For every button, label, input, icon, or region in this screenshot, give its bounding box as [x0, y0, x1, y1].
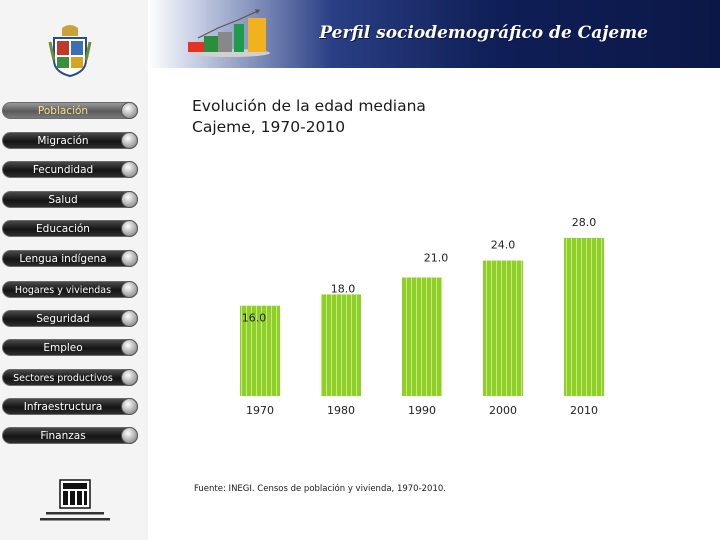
x-tick-label-1990: 1990: [408, 404, 436, 417]
knob-icon: [121, 281, 138, 298]
knob-icon: [121, 339, 138, 356]
value-label-2010: 28.0: [572, 216, 597, 229]
knob-icon: [121, 427, 138, 444]
sidebar-item-label: Seguridad: [36, 313, 90, 325]
sidebar-item-hogares-viviendas[interactable]: Hogares y viviendas: [2, 281, 138, 298]
sidebar-item-poblacion[interactable]: Población: [2, 102, 138, 119]
sidebar-item-label: Salud: [48, 194, 78, 206]
bar-1980: [321, 294, 361, 396]
bar-2010: [564, 238, 604, 396]
sidebar-item-label: Población: [37, 105, 89, 117]
knob-icon: [121, 132, 138, 149]
knob-icon: [121, 398, 138, 415]
median-age-bar-chart: 16.0 1970 18.0 1980 21.0 1990 24.0 2000 28.0 2010: [240, 216, 604, 417]
value-label-1980: 18.0: [331, 282, 356, 295]
bar-1990: [402, 277, 442, 396]
sidebar-menu: Población Migración Fecundidad Salud Edu…: [0, 0, 148, 540]
municipal-shield-icon: [48, 25, 92, 78]
sidebar-item-label: Infraestructura: [23, 401, 103, 413]
knob-icon: [121, 310, 138, 327]
sidebar-item-label: Empleo: [43, 342, 83, 354]
inegi-logo-icon: [40, 479, 110, 521]
knob-icon: [121, 161, 138, 178]
sidebar-item-salud[interactable]: Salud: [2, 191, 138, 208]
source-note: Fuente: INEGI. Censos de población y viv…: [194, 484, 446, 494]
chart-heading: Evolución de la edad mediana Cajeme, 197…: [192, 96, 426, 138]
sidebar-item-educacion[interactable]: Educación: [2, 220, 138, 237]
sidebar-item-label: Finanzas: [40, 430, 86, 442]
value-label-1990: 21.0: [424, 252, 449, 265]
bar-2000: [483, 260, 523, 396]
x-tick-label-1970: 1970: [246, 404, 274, 417]
sidebar-item-migracion[interactable]: Migración: [2, 132, 138, 149]
sidebar-item-seguridad[interactable]: Seguridad: [2, 310, 138, 327]
knob-icon: [121, 191, 138, 208]
sidebar-item-empleo[interactable]: Empleo: [2, 339, 138, 356]
x-tick-label-2000: 2000: [489, 404, 517, 417]
sidebar-item-fecundidad[interactable]: Fecundidad: [2, 161, 138, 178]
sidebar-item-infraestructura[interactable]: Infraestructura: [2, 398, 138, 415]
value-label-2000: 24.0: [491, 239, 516, 252]
chart-title-line1: Evolución de la edad mediana: [192, 97, 426, 115]
x-tick-label-2010: 2010: [570, 404, 598, 417]
sidebar-item-label: Migración: [37, 135, 89, 147]
bar-1970: [240, 305, 280, 396]
sidebar-item-label: Fecundidad: [32, 164, 94, 176]
sidebar-item-label: Hogares y viviendas: [14, 285, 112, 296]
sidebar-item-label: Lengua indígena: [19, 253, 107, 265]
sidebar-item-label: Educación: [36, 223, 90, 235]
header-title: Perfil sociodemográfico de Cajeme: [319, 23, 648, 43]
knob-icon: [121, 369, 138, 386]
sidebar-item-finanzas[interactable]: Finanzas: [2, 427, 138, 444]
sidebar-item-lengua-indigena[interactable]: Lengua indígena: [2, 250, 138, 267]
chart-title-line2: Cajeme, 1970-2010: [192, 118, 346, 136]
value-label-1970: 16.0: [242, 312, 267, 325]
x-tick-label-1980: 1980: [327, 404, 355, 417]
sidebar-item-sectores-productivos[interactable]: Sectores productivos: [2, 369, 138, 386]
sidebar: [0, 0, 148, 540]
bar-chart-logo-icon: [188, 9, 270, 57]
sidebar-item-label: Sectores productivos: [13, 373, 113, 384]
knob-icon: [121, 102, 138, 119]
knob-icon: [121, 220, 138, 237]
knob-icon: [121, 250, 138, 267]
